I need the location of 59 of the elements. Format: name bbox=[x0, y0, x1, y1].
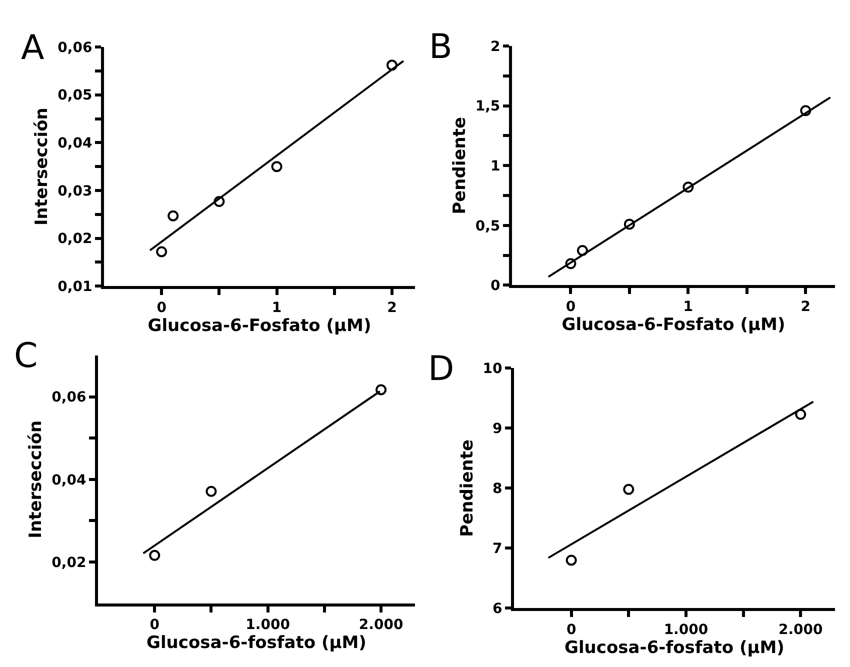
point bbox=[376, 384, 387, 396]
point bbox=[168, 210, 179, 222]
y-tick-label: 0,04 bbox=[52, 472, 86, 488]
y-tick-label: 0,05 bbox=[58, 88, 92, 104]
x-axis-title: Glucosa-6-Fosfato (µM) bbox=[562, 314, 786, 335]
y-tick-label: 9 bbox=[492, 421, 502, 438]
point bbox=[149, 550, 160, 561]
y-tick-label: 8 bbox=[492, 481, 502, 498]
chart-title: D bbox=[428, 349, 454, 389]
point bbox=[800, 105, 812, 116]
y-tick-label: 7 bbox=[492, 541, 502, 558]
y-tick-label: 0,02 bbox=[52, 554, 86, 571]
y-tick-label: 2 bbox=[490, 38, 500, 55]
point bbox=[624, 218, 635, 230]
y-axis-title: Intersección bbox=[32, 108, 52, 226]
x-tick-label: 2 bbox=[387, 300, 397, 316]
point bbox=[565, 258, 576, 270]
x-tick-label: 1.000 bbox=[246, 617, 290, 634]
x-tick-label: 2.000 bbox=[778, 622, 824, 638]
chart-title: C bbox=[14, 336, 38, 376]
point bbox=[214, 196, 225, 207]
x-tick-label: 0 bbox=[150, 617, 160, 634]
y-tick-label: 1,5 bbox=[475, 98, 500, 115]
y-axis-title: Pendiente bbox=[450, 116, 470, 214]
y-axis-title: Intersección bbox=[26, 420, 46, 538]
y-tick-label: 0,03 bbox=[58, 183, 92, 200]
y-tick-label: 0,5 bbox=[475, 218, 500, 234]
x-tick-label: 1.000 bbox=[664, 622, 708, 638]
y-tick-label: 6 bbox=[492, 601, 502, 618]
point bbox=[795, 408, 806, 420]
x-tick-label: 2.000 bbox=[358, 617, 404, 634]
y-tick-label: 0,01 bbox=[58, 279, 92, 296]
point bbox=[623, 484, 634, 495]
x-axis-title: Glucosa-6-Fosfato (µM) bbox=[148, 316, 372, 336]
y-tick-label: 0,06 bbox=[58, 40, 92, 56]
y-tick-label: 1 bbox=[490, 158, 500, 174]
point bbox=[271, 161, 282, 172]
x-tick-label: 0 bbox=[566, 622, 576, 638]
point bbox=[576, 244, 588, 256]
chart-title: A bbox=[21, 28, 44, 68]
x-tick-label: 1 bbox=[272, 300, 282, 316]
y-tick-label: 10 bbox=[482, 361, 502, 378]
point bbox=[206, 486, 217, 497]
y-tick-label: 0 bbox=[490, 278, 500, 294]
point bbox=[156, 246, 168, 258]
point bbox=[386, 60, 398, 71]
point bbox=[682, 182, 694, 193]
x-tick-label: 1 bbox=[683, 298, 694, 315]
y-tick-label: 0,06 bbox=[52, 390, 86, 406]
y-tick-label: 0,02 bbox=[58, 231, 92, 248]
x-axis-title: Glucosa-6-fosfato (µM) bbox=[564, 638, 784, 658]
y-axis-title: Pendiente bbox=[457, 439, 478, 537]
point bbox=[566, 554, 577, 566]
chart-title: B bbox=[429, 27, 452, 67]
x-tick-label: 0 bbox=[156, 300, 167, 316]
x-axis-title: Glucosa-6-fosfato (µM) bbox=[146, 633, 366, 654]
x-tick-label: 2 bbox=[800, 298, 811, 315]
y-tick-label: 0,04 bbox=[58, 136, 92, 152]
x-tick-label: 0 bbox=[566, 298, 576, 315]
